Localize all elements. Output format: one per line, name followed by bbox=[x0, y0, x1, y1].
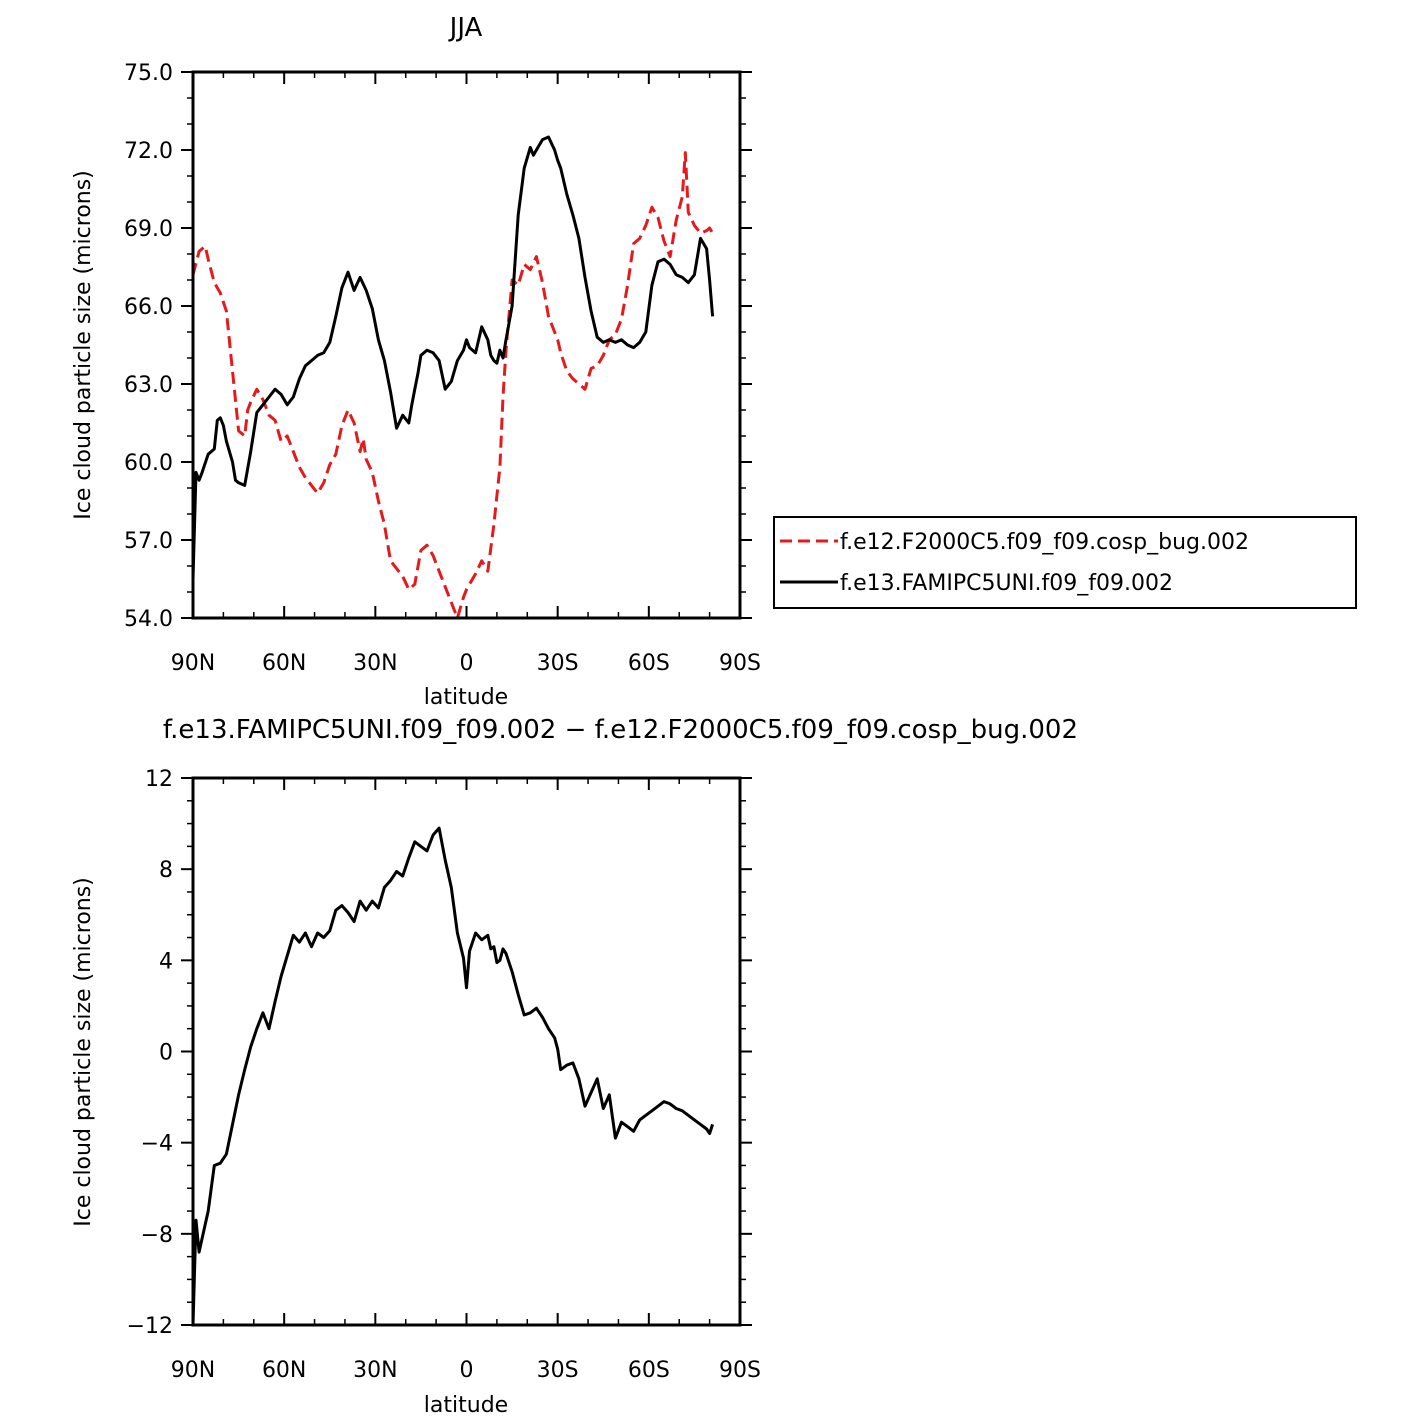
bottom-y-tick-label: 4 bbox=[159, 949, 173, 974]
top-series-line-solid bbox=[191, 135, 715, 580]
bottom-y-tick-label: −4 bbox=[141, 1132, 173, 1157]
bottom-plot-frame bbox=[191, 776, 742, 1327]
top-x-tick-label: 0 bbox=[460, 651, 474, 676]
top-x-tick-label: 90S bbox=[719, 651, 761, 676]
bottom-x-tick-label: 60S bbox=[628, 1358, 670, 1383]
bottom-y-tick-label: −8 bbox=[141, 1223, 173, 1248]
top-y-tick-label: 75.0 bbox=[124, 61, 173, 86]
top-y-tick-label: 60.0 bbox=[124, 451, 173, 476]
bottom-x-tick-label: 30N bbox=[353, 1358, 397, 1383]
top-chart-title: JJA bbox=[448, 13, 483, 43]
top-series-lines bbox=[191, 135, 715, 620]
bottom-series-line-solid bbox=[191, 826, 715, 1326]
bottom-x-tick-label: 60N bbox=[262, 1358, 306, 1383]
bottom-y-axis-label: Ice cloud particle size (microns) bbox=[71, 877, 96, 1227]
bottom-panel: f.e13.FAMIPC5UNI.f09_f09.002 − f.e12.F20… bbox=[71, 715, 1078, 1418]
top-y-tick-label: 69.0 bbox=[124, 217, 173, 242]
legend: f.e12.F2000C5.f09_f09.cosp_bug.002 f.e13… bbox=[773, 516, 1357, 609]
top-plot-frame bbox=[191, 70, 742, 620]
top-x-tick-label: 60N bbox=[262, 651, 306, 676]
bottom-y-tick-label: 0 bbox=[159, 1041, 173, 1066]
top-axis-ticks: 90N 60N 30N 0 30S 60S 90S 54.0 57.0 60.0 63.0 66.0 6… bbox=[124, 61, 761, 676]
top-y-tick-label: 54.0 bbox=[124, 607, 173, 632]
top-y-tick-label: 57.0 bbox=[124, 529, 173, 554]
legend-entry-solid: f.e13.FAMIPC5UNI.f09_f09.002 bbox=[840, 571, 1173, 596]
top-y-tick-label: 72.0 bbox=[124, 139, 173, 164]
top-x-axis-label: latitude bbox=[424, 685, 508, 710]
bottom-x-tick-label: 90N bbox=[171, 1358, 215, 1383]
top-panel: JJA Ice cloud particle size (microns) la… bbox=[71, 13, 761, 710]
top-x-tick-label: 30N bbox=[353, 651, 397, 676]
top-x-tick-label: 90N bbox=[171, 651, 215, 676]
top-x-tick-label: 60S bbox=[628, 651, 670, 676]
bottom-chart-title: f.e13.FAMIPC5UNI.f09_f09.002 − f.e12.F20… bbox=[163, 715, 1078, 745]
legend-box bbox=[773, 516, 1357, 609]
top-y-axis-label: Ice cloud particle size (microns) bbox=[71, 170, 96, 520]
bottom-y-tick-label: 12 bbox=[145, 767, 173, 792]
top-y-tick-label: 66.0 bbox=[124, 295, 173, 320]
bottom-x-tick-label: 90S bbox=[719, 1358, 761, 1383]
top-y-tick-label: 63.0 bbox=[124, 373, 173, 398]
bottom-x-tick-label: 0 bbox=[460, 1358, 474, 1383]
bottom-y-tick-label: −12 bbox=[127, 1314, 173, 1339]
top-series-line-dashed bbox=[191, 151, 714, 620]
bottom-y-tick-label: 8 bbox=[159, 858, 173, 883]
top-x-tick-label: 30S bbox=[537, 651, 579, 676]
bottom-x-axis-label: latitude bbox=[424, 1393, 508, 1418]
legend-entry-dashed: f.e12.F2000C5.f09_f09.cosp_bug.002 bbox=[840, 530, 1249, 555]
bottom-x-tick-label: 30S bbox=[537, 1358, 579, 1383]
bottom-series-lines bbox=[191, 826, 715, 1326]
